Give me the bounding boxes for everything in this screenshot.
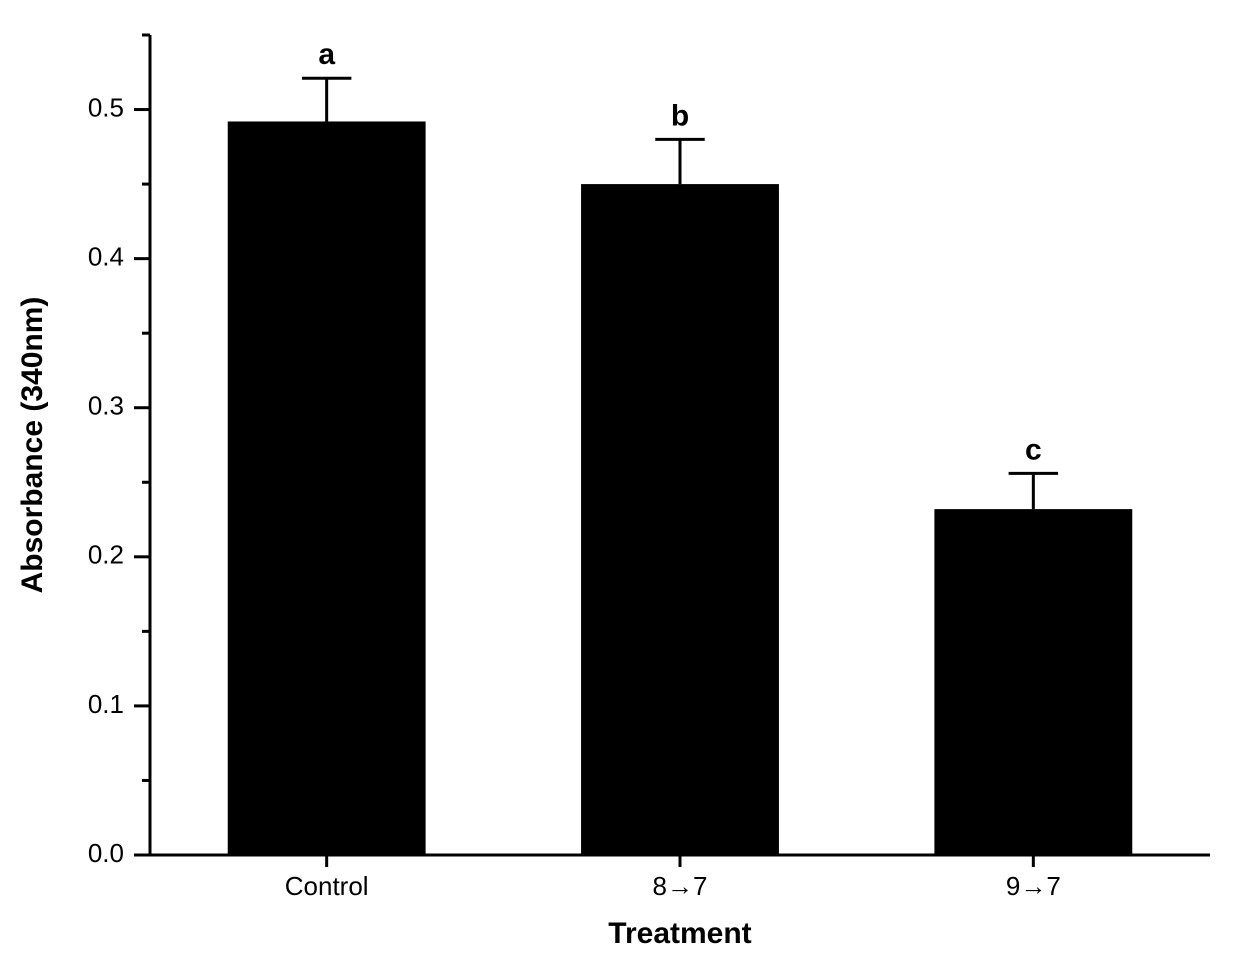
y-tick-label: 0.0 xyxy=(88,838,124,868)
significance-label: a xyxy=(318,38,335,71)
significance-label: c xyxy=(1025,433,1042,466)
bar xyxy=(934,509,1132,855)
y-tick-label: 0.1 xyxy=(88,689,124,719)
x-tick-label: 9→7 xyxy=(1006,871,1061,901)
y-tick-label: 0.2 xyxy=(88,540,124,570)
bar xyxy=(228,121,426,855)
y-axis-title: Absorbance (340nm) xyxy=(16,297,49,594)
x-axis-title: Treatment xyxy=(608,917,751,950)
x-tick-label: 8→7 xyxy=(653,871,708,901)
bar-chart: 0.0 0.1 0.2 0.3 0.4 0.5 Absorbance (340nm) Cont… xyxy=(0,0,1240,957)
bar xyxy=(581,184,779,855)
y-tick-label: 0.5 xyxy=(88,92,124,122)
x-tick-label: Control xyxy=(285,871,369,901)
chart-container: 0.0 0.1 0.2 0.3 0.4 0.5 Absorbance (340nm) Cont… xyxy=(0,0,1240,957)
y-tick-label: 0.3 xyxy=(88,391,124,421)
significance-label: b xyxy=(671,99,689,132)
y-tick-label: 0.4 xyxy=(88,242,124,272)
